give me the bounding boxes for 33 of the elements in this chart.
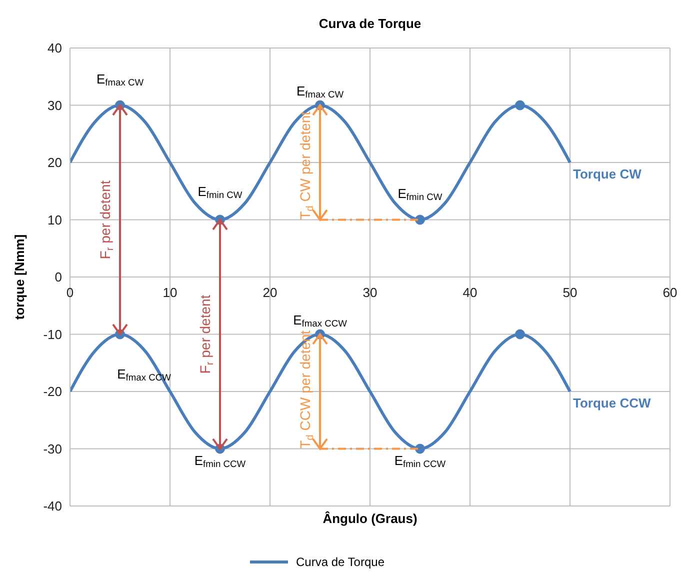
annotation: E$_{fmax CCW}$ — [293, 312, 348, 328]
x-tick-label: 60 — [662, 285, 678, 300]
annotation: E$_{fmin CW}$ — [398, 186, 442, 202]
y-tick-label: 0 — [54, 270, 62, 285]
y-tick-label: -10 — [43, 326, 62, 342]
y-tick-label: 40 — [48, 40, 62, 56]
annotation: E$_{fmax CW}$ — [296, 83, 344, 100]
point — [515, 329, 525, 340]
annotation: E$_{fmin CW}$ — [198, 184, 242, 200]
annotation: E$_{fmin CCW}$ — [394, 452, 446, 469]
point — [515, 100, 525, 110]
chart-title: Curva de Torque — [318, 16, 422, 31]
y-tick-label: -40 — [43, 498, 62, 514]
x-tick-label: 0 — [66, 285, 74, 300]
y-tick-label: 20 — [48, 155, 62, 170]
point — [415, 444, 425, 454]
series-label: Torque CCW — [573, 396, 652, 410]
point — [415, 214, 425, 225]
annotation: E$_{fmin CCW}$ — [194, 452, 246, 469]
x-axis-title: Ângulo (Graus) — [322, 511, 418, 526]
x-tick-label: 50 — [562, 285, 578, 300]
x-tick-label: 30 — [362, 285, 378, 300]
legend-title: Curva de Torque — [296, 555, 385, 569]
y-tick-label: -20 — [43, 384, 62, 400]
x-tick-label: 10 — [162, 285, 178, 300]
x-tick-label: 20 — [262, 285, 278, 300]
y-tick-label: 10 — [48, 212, 62, 228]
y-tick-label: -30 — [43, 441, 62, 456]
y-axis-title: torque [Nmm] — [12, 234, 27, 320]
y-tick-label: 30 — [48, 98, 62, 113]
annotation: E$_{fmax CW}$ — [96, 71, 144, 88]
x-tick-label: 40 — [462, 285, 478, 300]
series-label: Torque CW — [573, 166, 642, 182]
